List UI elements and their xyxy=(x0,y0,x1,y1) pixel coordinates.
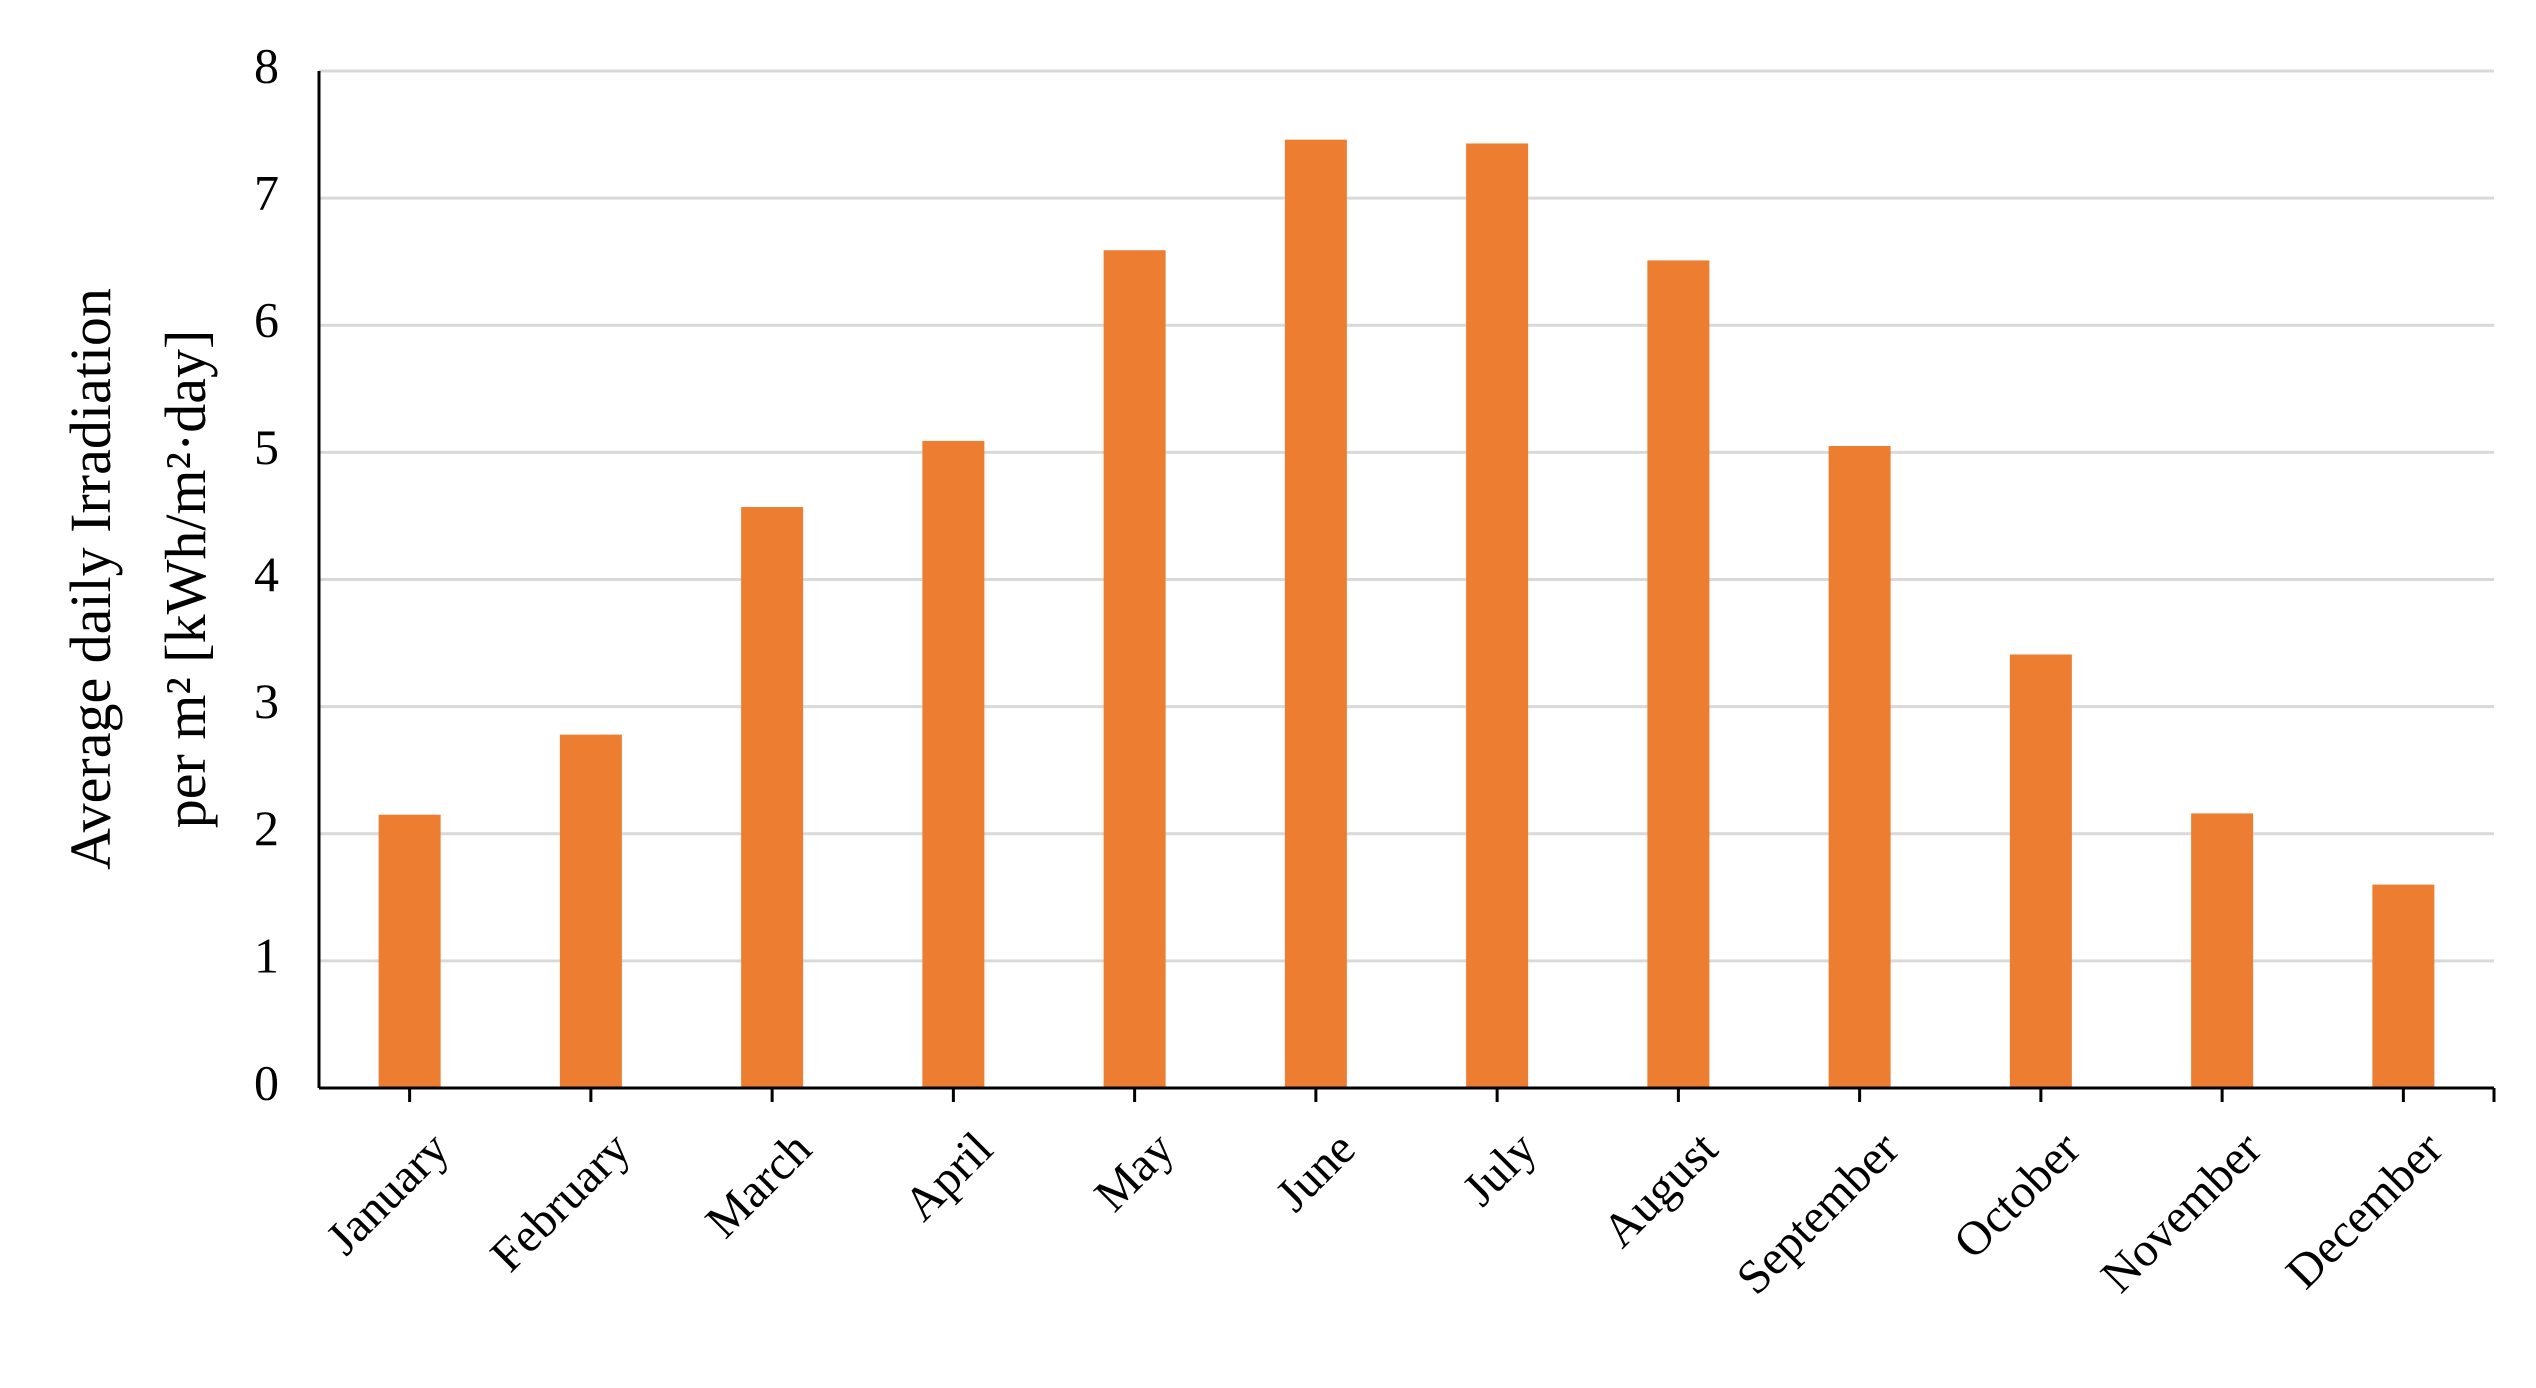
x-tick-label: December xyxy=(2276,1122,2453,1299)
x-tick-label: February xyxy=(480,1122,640,1282)
bar xyxy=(1647,260,1710,1088)
bar xyxy=(922,440,985,1089)
y-tick-label: 3 xyxy=(254,673,279,729)
bar xyxy=(378,814,441,1088)
bar xyxy=(2372,884,2435,1088)
x-tick-label: August xyxy=(1592,1122,1728,1258)
y-tick-label: 0 xyxy=(254,1054,279,1110)
x-tick-label: November xyxy=(2091,1122,2272,1303)
y-tick-label: 1 xyxy=(254,927,279,983)
bar xyxy=(1466,143,1529,1088)
y-tick-label: 2 xyxy=(254,800,279,856)
bar xyxy=(1828,446,1891,1088)
x-tick-label: January xyxy=(316,1122,459,1265)
bar xyxy=(741,507,804,1088)
x-tick-label: October xyxy=(1944,1122,2091,1269)
bar xyxy=(1284,139,1347,1088)
x-tick-label: June xyxy=(1266,1122,1366,1222)
y-tick-label: 8 xyxy=(254,37,279,93)
x-tick-label: April xyxy=(894,1122,1003,1231)
y-tick-label: 7 xyxy=(254,165,279,221)
x-tick-label: March xyxy=(696,1122,822,1248)
bar xyxy=(1103,250,1166,1089)
y-tick-label: 5 xyxy=(254,419,279,475)
y-axis-label: Average daily Irradiation xyxy=(58,288,123,870)
y-tick-label: 6 xyxy=(254,292,279,348)
bar xyxy=(2191,813,2254,1088)
x-tick-label: September xyxy=(1727,1122,1910,1305)
y-tick-label: 4 xyxy=(254,546,279,602)
bar xyxy=(2009,654,2072,1088)
x-tick-label: May xyxy=(1084,1122,1184,1222)
y-axis-label: per m² [kWh/m²·day] xyxy=(153,330,218,829)
x-tick-label: July xyxy=(1453,1122,1547,1216)
bar xyxy=(559,734,622,1088)
